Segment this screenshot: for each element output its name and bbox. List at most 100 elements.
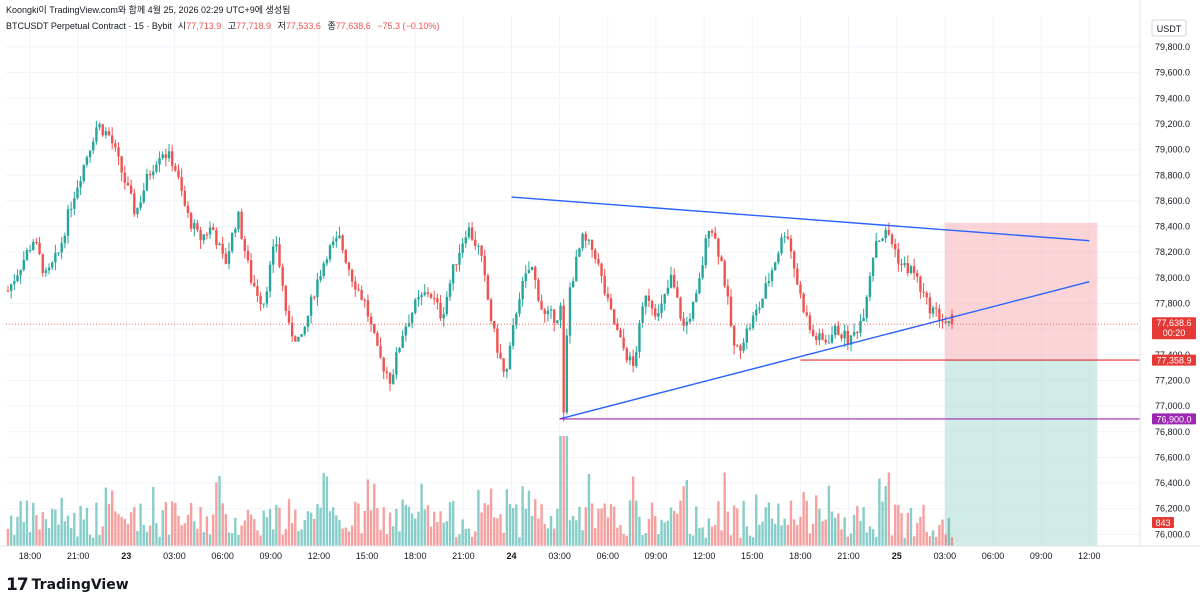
candle-body [900, 263, 903, 266]
time-tick-label: 09:00 [1030, 551, 1053, 561]
currency-selector[interactable]: USDT [1151, 19, 1187, 37]
volume-bar [935, 536, 938, 546]
volume-bar [316, 504, 319, 546]
time-tick-label: 06:00 [597, 551, 620, 561]
candle-body [729, 296, 733, 326]
volume-bar [644, 533, 647, 546]
volume-bar [508, 504, 512, 546]
volume-bar [268, 508, 272, 546]
candle-body [654, 308, 657, 317]
stop-price-tag-bg [1152, 354, 1196, 366]
candle-body [369, 316, 373, 325]
volume-bar [445, 521, 449, 546]
candle-body [644, 295, 647, 307]
volume-bar [676, 513, 679, 546]
time-tick-label: 25 [892, 551, 902, 561]
volume-bar [193, 521, 196, 546]
price-axis[interactable]: 79,800.0 79,600.0 79,400.0 79,200.0 79,000.0… [1139, 0, 1190, 546]
volume-bar [859, 520, 862, 546]
tradingview-logo[interactable]: 17 TradingView [6, 575, 129, 595]
volume-bar [745, 526, 748, 546]
time-tick-label: 12:00 [308, 551, 331, 561]
candle-body [732, 325, 736, 346]
candle-body [66, 209, 70, 236]
candle-body [436, 298, 439, 303]
volume-bar [698, 528, 701, 546]
volume-bar [808, 533, 812, 546]
candle-body [54, 252, 57, 263]
volume-bar [543, 524, 546, 546]
candle-body [587, 239, 591, 241]
volume-bar [284, 528, 288, 546]
volume-bar [417, 511, 420, 546]
candle-body [133, 193, 136, 215]
time-axis[interactable]: 18:00 21:00 23 03:00 06:00 09:00 12:00 15:00 18:… [0, 545, 1200, 561]
volume-bar [414, 518, 417, 546]
volume-bar [556, 508, 559, 546]
symbol-name: BTCUSDT Perpetual Contract · 15 · Bybit [6, 21, 172, 31]
volume-bar [906, 512, 909, 546]
candle-body [82, 164, 85, 182]
upper-trendline [511, 196, 1090, 242]
candle-body [530, 267, 534, 271]
candle-body [631, 356, 635, 367]
volume-bar [540, 504, 543, 546]
volume-bar [126, 523, 130, 546]
volume-bar [868, 526, 872, 546]
profit-zone [944, 360, 1098, 546]
volume-bar [682, 486, 685, 546]
volume-bar [679, 500, 682, 546]
candle-body [63, 235, 67, 244]
time-tick-label: 03:00 [548, 551, 571, 561]
volume-bar [442, 522, 445, 546]
volume-bar [350, 525, 354, 546]
price-tick-label: 79,800.0 [1155, 42, 1190, 52]
candle-body [755, 309, 758, 316]
volume-bar [420, 483, 423, 546]
volume-bar [499, 514, 502, 546]
price-tick-label: 78,000.0 [1155, 273, 1190, 283]
volume-bar [439, 511, 442, 546]
volume-bar [729, 535, 733, 546]
candle-body [840, 334, 843, 339]
candle-body [821, 333, 824, 340]
volume-bar [944, 534, 947, 546]
candle-body [581, 233, 584, 249]
volume-bar [388, 512, 392, 546]
candle-body [736, 345, 739, 347]
time-tick-label: 09:00 [259, 551, 282, 561]
candle-body [161, 154, 164, 158]
candle-body [862, 317, 865, 322]
volume-tag-text: 843 [1155, 518, 1170, 528]
volume-bar [240, 525, 243, 546]
volume-bar [777, 503, 780, 546]
candle-body [470, 227, 474, 240]
chart-caption-bar: Koongki이 TradingView.com와 함께 4월 25, 2026… [0, 0, 1200, 16]
volume-bar [35, 515, 38, 546]
time-tick-label: 21:00 [452, 551, 475, 561]
volume-bar [919, 516, 922, 546]
candle-body [243, 238, 246, 251]
volume-bar [565, 436, 569, 546]
candle-body [773, 262, 777, 271]
last-price-tag-bg [1152, 317, 1196, 340]
time-tick-label: 03:00 [934, 551, 957, 561]
candle-body [385, 371, 389, 374]
candle-body [489, 299, 493, 321]
candle-body [142, 190, 145, 203]
volume-bar [878, 478, 881, 546]
time-tick-label: 12:00 [1078, 551, 1101, 561]
candle-body [300, 334, 303, 337]
volume-bar [635, 500, 638, 546]
candle-body [120, 156, 123, 173]
candle-body [313, 296, 316, 298]
volume-bar [521, 486, 524, 546]
candle-body [499, 352, 502, 359]
volume-bar [328, 511, 332, 546]
volume-bar [527, 490, 531, 546]
time-tick-label: 12:00 [693, 551, 716, 561]
volume-bar [25, 500, 29, 546]
price-chart[interactable]: BTCUSDT Perpetual Contract · 15 · Bybit … [0, 0, 1200, 570]
volume-bar [16, 516, 19, 546]
candle-body [303, 326, 306, 335]
